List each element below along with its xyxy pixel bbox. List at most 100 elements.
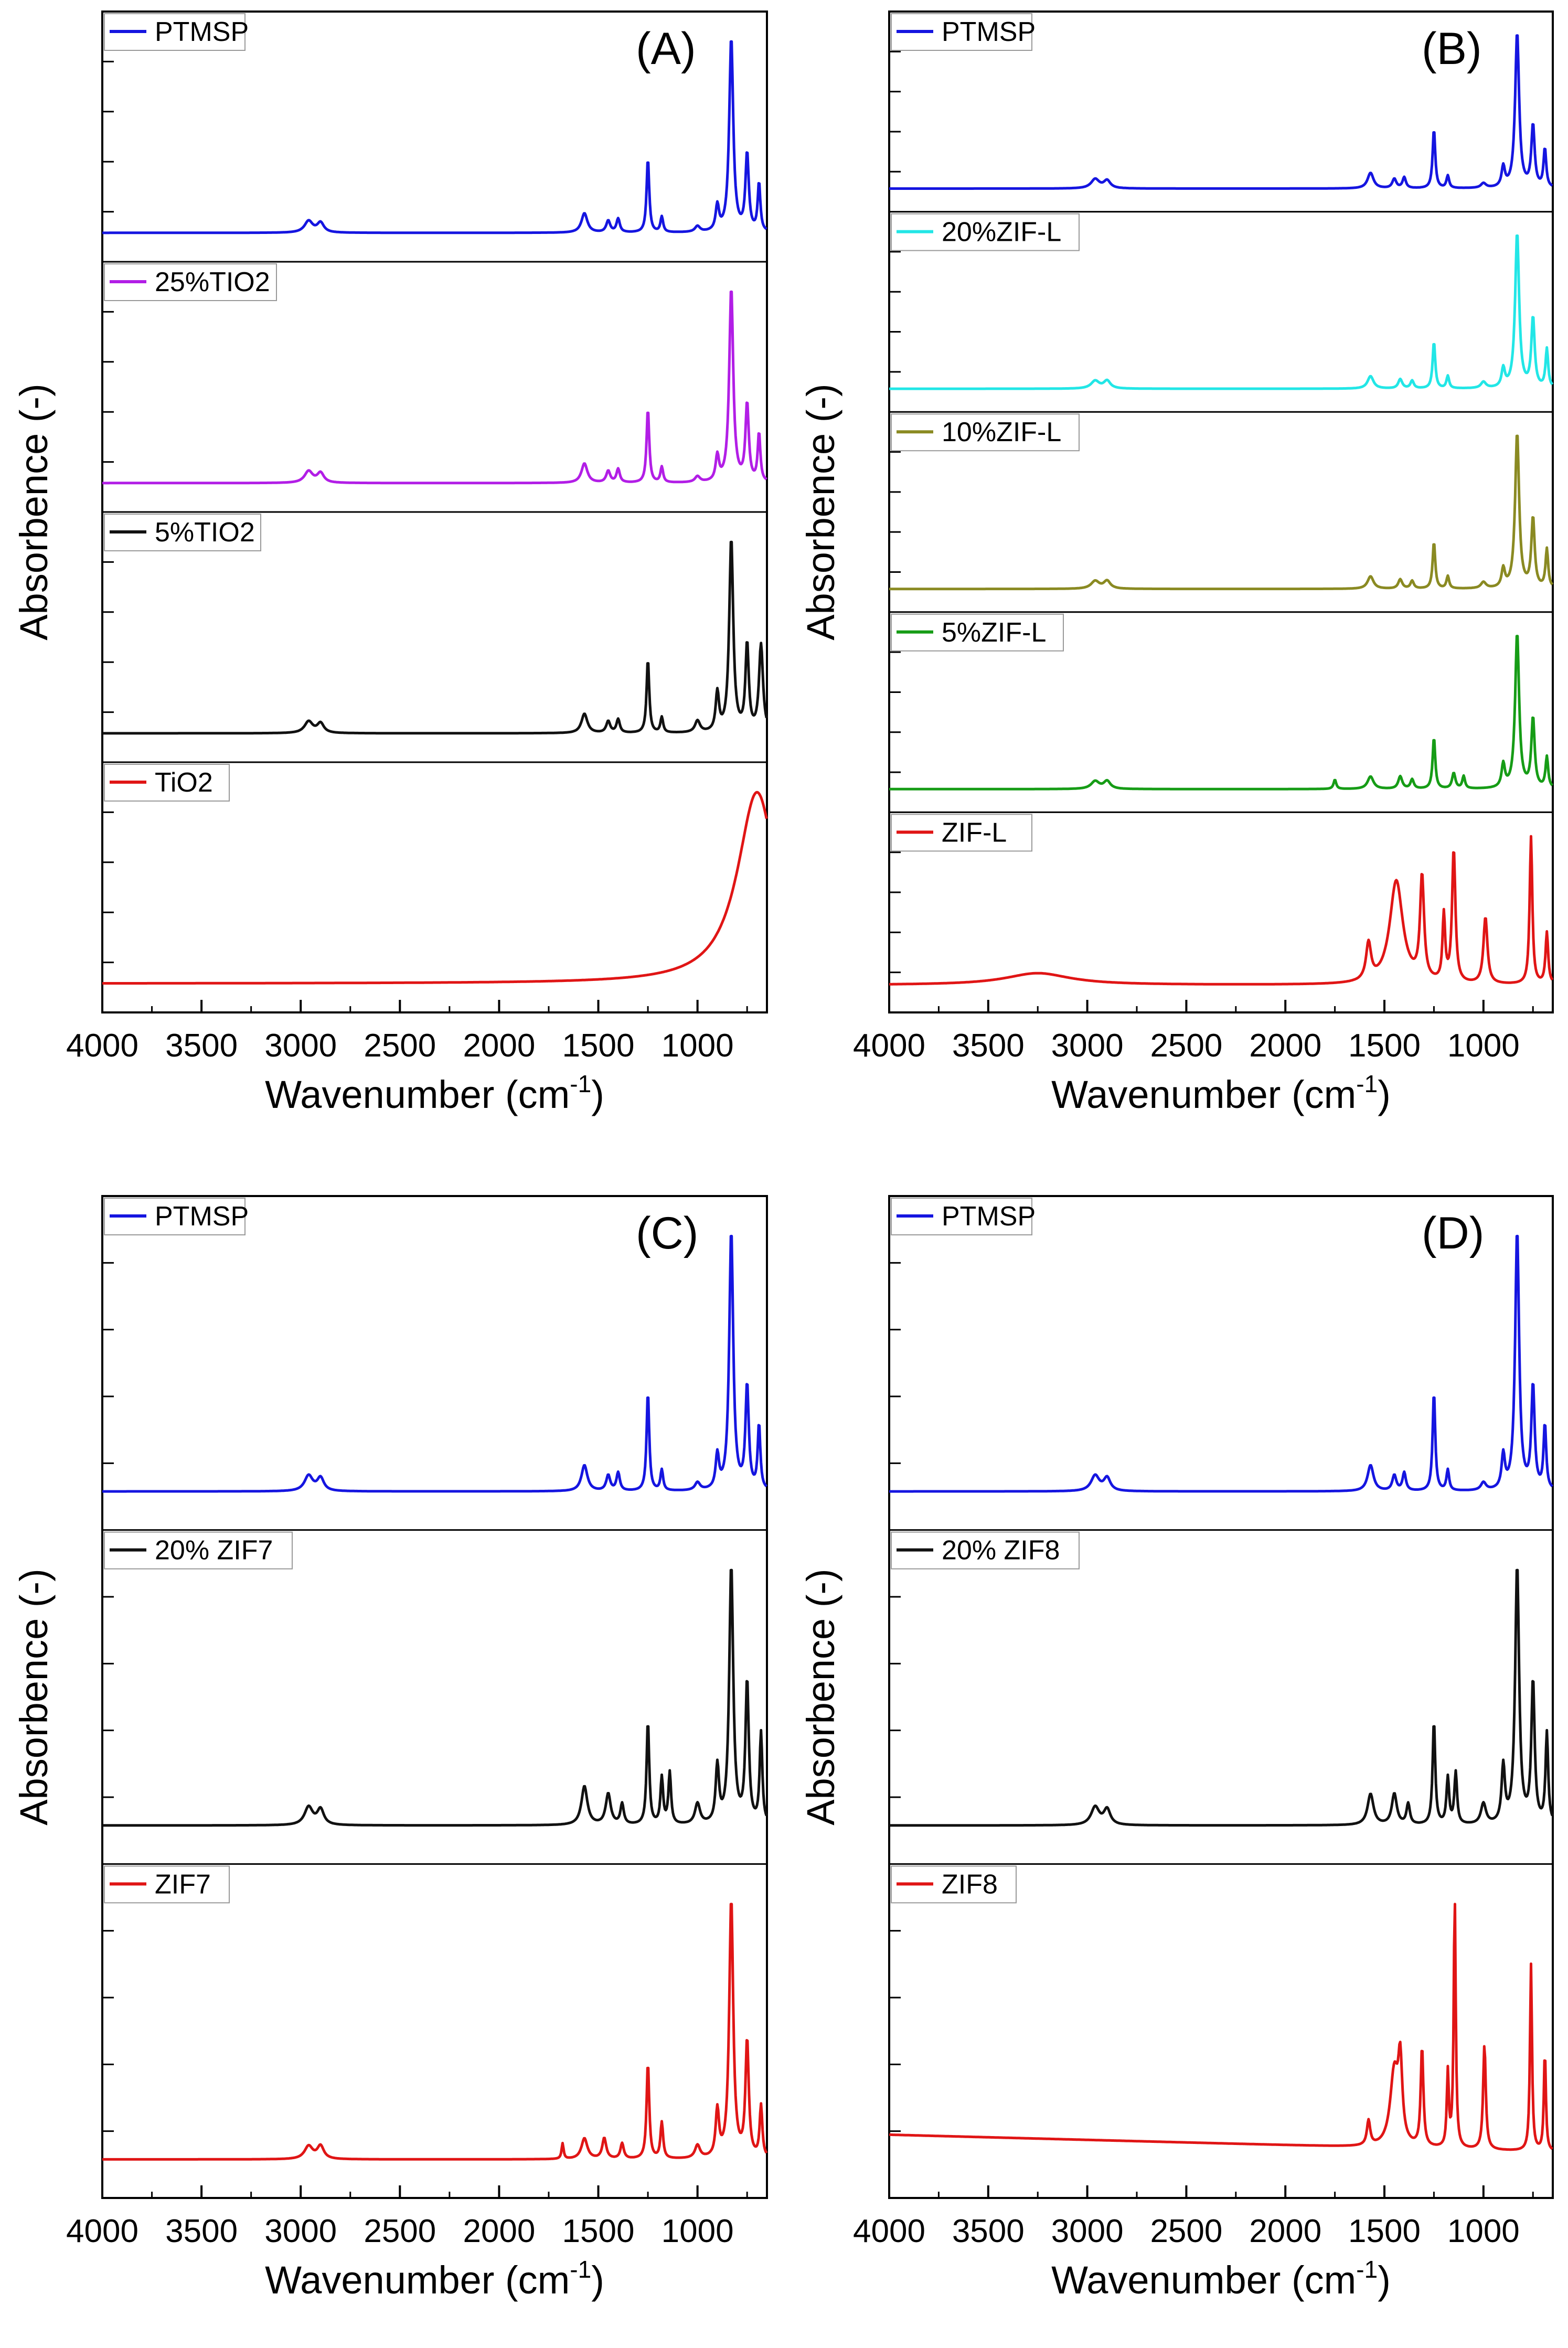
legend-entry: 20% ZIF7 [104,1531,293,1570]
x-axis-title: Wavenumber (cm-1) [1051,1070,1391,1116]
legend-entry: ZIF-L [891,814,1032,852]
x-tick-label: 3000 [1051,2213,1124,2249]
x-tick-label: 3500 [952,1028,1025,1064]
x-axis-title-close: ) [591,2258,604,2302]
legend-entry: 5%ZIF-L [891,613,1064,652]
plot-frame [888,1195,1554,2199]
series-line-20-zif-l [889,234,1554,390]
x-tick-label: 3500 [165,2213,238,2249]
x-tick-label: 1500 [562,1028,635,1064]
legend-entry: TiO2 [104,764,230,802]
legend-label: ZIF-L [942,817,1007,848]
series-line-zif-l [889,835,1554,986]
panel-label: (C) [636,1208,698,1258]
x-tick-label: 3500 [952,2213,1025,2249]
series-line-ptmsp [889,1234,1554,1493]
x-tick-label: 1000 [1447,2213,1520,2249]
legend-entry: ZIF7 [104,1865,230,1904]
legend-entry: PTMSP [891,13,1036,51]
legend-label: PTMSP [155,17,249,47]
plot-frame [888,10,1554,1013]
legend-label: PTMSP [155,1201,249,1232]
panel-a: PTMSP 25%TIO2 5%TIO2 TiO2 (A) 4000 3500 3000 250… [12,10,768,1116]
x-tick-label: 2500 [1150,2213,1222,2249]
x-tick-label: 2000 [463,1028,535,1064]
legend-entry: 20%ZIF-L [891,213,1080,251]
panel-d: PTMSP 20% ZIF8 ZIF8 (D) 4000 3500 3000 2500 2000… [799,1195,1554,2302]
series-line-ptmsp [102,1234,768,1493]
legend-entry: 20% ZIF8 [891,1531,1080,1570]
x-axis-title-sup: -1 [1356,2256,1378,2283]
series-line-25-tio2 [102,290,767,485]
legend-label: PTMSP [942,1201,1036,1232]
panel-label: (D) [1422,1208,1484,1258]
x-axis-title: Wavenumber (cm-1) [1051,2256,1391,2302]
x-axis-title-close: ) [1378,1073,1391,1116]
legend-label: PTMSP [942,17,1036,47]
legend-label: 20% ZIF8 [942,1535,1060,1566]
series-line-tio2 [102,791,768,985]
legend-label: ZIF7 [155,1869,211,1899]
series-line-5-tio2 [102,540,768,735]
x-tick-label: 1500 [562,2213,635,2249]
panel-c: PTMSP 20% ZIF7 ZIF7 (C) 4000 3500 3000 2500 2000… [12,1195,768,2302]
x-tick-label: 3500 [165,1028,238,1064]
legend-box [104,263,277,301]
x-axis-title-sup: -1 [570,2256,591,2283]
panel-b: PTMSP 20%ZIF-L 10%ZIF-L 5%ZIF-L ZIF-L (B) 4000… [799,10,1554,1116]
panel-label: (A) [636,24,696,74]
series-line-ptmsp [889,34,1553,190]
legend-entry: 25%TIO2 [104,263,277,301]
x-tick-label: 4000 [66,2213,138,2249]
x-tick-label: 1000 [662,2213,734,2249]
legend-entry: 10%ZIF-L [891,413,1080,452]
x-tick-label: 2500 [364,2213,436,2249]
plot-frame [101,1195,768,2199]
series-line-5-zif-l [889,635,1554,791]
legend-label: 20% ZIF7 [155,1535,273,1566]
x-tick-label: 4000 [66,1028,138,1064]
x-tick-label: 3000 [264,2213,337,2249]
legend-entry: 5%TIO2 [104,514,261,551]
legend-label: 25%TIO2 [155,267,270,297]
series-line-zif8 [889,1903,1553,2151]
panel-label: (B) [1422,24,1482,74]
x-tick-label: 1000 [1447,1028,1520,1064]
x-axis-title-sup: -1 [1356,1070,1378,1097]
y-axis-title: Absorbence (-) [799,383,842,640]
y-axis-title: Absorbence (-) [12,383,56,640]
legend-label: 20%ZIF-L [942,217,1061,248]
legend-entry: PTMSP [104,13,249,51]
series-line-zif7 [102,1903,768,2161]
legend-label: ZIF8 [942,1869,998,1899]
x-tick-label: 2500 [364,1028,436,1064]
x-axis-title-sup: -1 [570,1070,591,1097]
series-line-20-zif8 [889,1568,1554,1827]
legend-entry: ZIF8 [891,1865,1017,1904]
x-tick-label: 1500 [1348,1028,1421,1064]
legend-label: 5%TIO2 [155,517,255,548]
legend-entry: PTMSP [891,1198,1036,1235]
y-axis-title: Absorbence (-) [12,1568,56,1825]
x-tick-label: 2500 [1150,1028,1222,1064]
legend-label: TiO2 [155,767,213,798]
y-axis-title: Absorbence (-) [799,1568,842,1825]
x-tick-label: 4000 [853,1028,925,1064]
x-tick-label: 1500 [1348,2213,1421,2249]
x-tick-label: 3000 [1051,1028,1124,1064]
series-line-10-zif-l [889,434,1554,591]
series-line-ptmsp [102,40,767,234]
x-tick-label: 3000 [264,1028,337,1064]
x-tick-label: 1000 [662,1028,734,1064]
legend-entry: PTMSP [104,1198,249,1235]
x-axis-title-close: ) [1378,2258,1391,2302]
legend-label: 5%ZIF-L [942,617,1046,648]
x-tick-label: 2000 [463,2213,535,2249]
series-line-20-zif7 [102,1568,768,1827]
x-tick-label: 2000 [1249,2213,1321,2249]
x-tick-label: 4000 [853,2213,925,2249]
x-axis-title: Wavenumber (cm-1) [265,2256,604,2302]
x-tick-label: 2000 [1249,1028,1321,1064]
